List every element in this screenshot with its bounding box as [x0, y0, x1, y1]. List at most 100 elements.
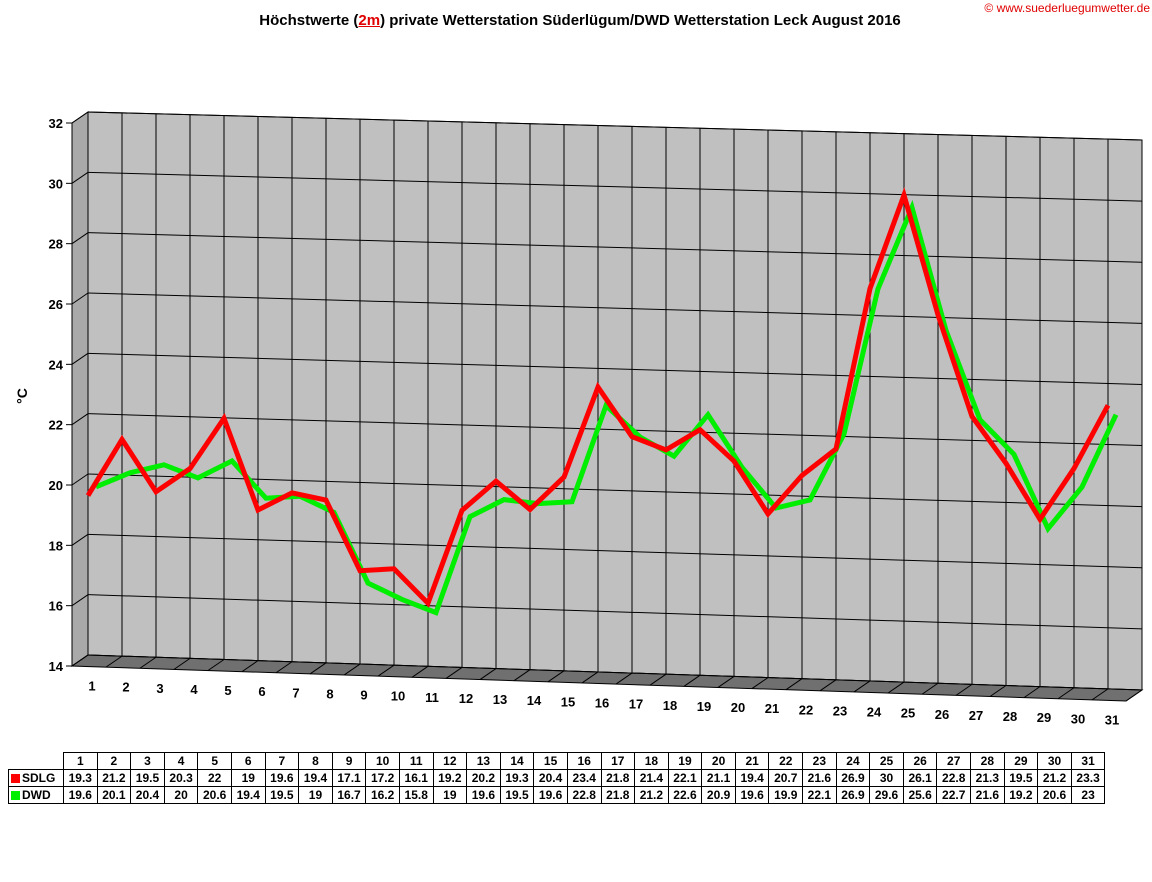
floor-line — [615, 672, 633, 685]
data-table: 1 2 3 4 5 6 7 8 9 10 11 12 13 14 15 16 17 18 19 20 21 22 23 24 2… — [8, 752, 1106, 804]
side-gridline — [71, 232, 89, 245]
table-cell: 30 — [869, 769, 904, 787]
table-cell: 25.6 — [902, 786, 938, 804]
table-cell: 19.4 — [298, 769, 333, 787]
copyright-link[interactable]: © www.suederluegumwetter.de — [984, 1, 1150, 15]
table-cell: 22.1 — [802, 786, 837, 804]
table-header-cell: 21 — [734, 752, 770, 770]
table-header-cell: 23 — [802, 752, 837, 770]
table-cell: 16.7 — [331, 786, 367, 804]
x-tick-label: 3 — [156, 681, 163, 696]
floor-line — [275, 661, 293, 674]
y-tick-label: 30 — [49, 176, 63, 191]
table-cell: 22 — [197, 769, 232, 787]
table-header-row: 1 2 3 4 5 6 7 8 9 10 11 12 13 14 15 16 17 18 19 20 21 22 23 24 2… — [9, 752, 1106, 770]
x-tick-label: 16 — [595, 696, 609, 711]
floor-line — [241, 660, 259, 673]
y-tick-label: 14 — [49, 659, 64, 674]
table-cell: 19.3 — [499, 769, 535, 787]
gridline-horizontal — [87, 232, 1143, 263]
y-tick-label: 16 — [49, 599, 63, 614]
x-tick-label: 21 — [765, 701, 779, 716]
table-corner — [9, 753, 64, 770]
floor-line — [479, 668, 497, 680]
side-gridline — [71, 473, 89, 486]
table-cell: 22.6 — [667, 786, 703, 804]
table-cell: 20.2 — [466, 769, 501, 787]
floor-line — [1091, 688, 1109, 701]
x-tick-label: 12 — [459, 691, 473, 706]
back-wall — [87, 111, 1143, 691]
table-cell: 22.8 — [936, 769, 972, 787]
table-cell: 21.6 — [802, 769, 837, 787]
x-tick-label: 26 — [935, 707, 949, 722]
gridline-horizontal — [87, 533, 1143, 569]
table-cell: 21.4 — [634, 769, 669, 787]
x-tick-label: 1 — [88, 679, 95, 694]
floor-line — [785, 678, 803, 691]
table-cell: 19.5 — [130, 769, 165, 787]
table-cell: 19.6 — [264, 769, 300, 787]
table-cell: 19.3 — [63, 769, 98, 787]
legend-swatch — [11, 774, 20, 783]
table-header-cell: 16 — [566, 752, 602, 770]
table-cell: 19.2 — [1003, 786, 1039, 804]
legend-entry-sdlg: SDLG — [8, 769, 64, 787]
left-wall — [71, 111, 89, 667]
side-gridline — [71, 594, 89, 607]
x-tick-label: 22 — [799, 702, 813, 717]
side-gridline — [71, 413, 89, 426]
table-cell: 20.7 — [768, 769, 804, 787]
floor-line — [309, 662, 327, 675]
x-tick-label: 17 — [629, 697, 643, 712]
x-tick-label: 27 — [969, 708, 983, 723]
table-cell: 16.1 — [398, 769, 434, 787]
legend-entry-dwd: DWD — [8, 786, 64, 804]
table-cell: 17.2 — [365, 769, 400, 787]
floor-line — [139, 656, 157, 669]
gridline-horizontal — [87, 171, 1143, 202]
table-cell: 22.8 — [566, 786, 602, 804]
table-cell: 17.1 — [331, 769, 367, 787]
table-cell: 22.7 — [936, 786, 972, 804]
x-tick-label: 19 — [697, 699, 711, 714]
table-cell: 26.9 — [835, 786, 871, 804]
y-tick-label: 22 — [49, 418, 63, 433]
legend-swatch — [11, 791, 20, 800]
x-tick-label: 9 — [360, 688, 367, 703]
chart-title: Höchstwerte (2m) private Wetterstation S… — [259, 12, 901, 29]
y-tick-label: 28 — [49, 237, 63, 252]
floor-line — [683, 674, 701, 687]
side-gridline — [71, 292, 89, 305]
floor-line — [717, 676, 735, 688]
floor-line — [751, 677, 769, 689]
table-cell: 19 — [230, 769, 266, 787]
table-cell: 19 — [432, 786, 468, 804]
table-header-cell: 24 — [835, 752, 871, 770]
table-cell: 19 — [298, 786, 333, 804]
table-header-cell: 13 — [466, 752, 501, 770]
table-cell: 20.1 — [96, 786, 132, 804]
floor-line — [1057, 687, 1075, 700]
table-header-cell: 4 — [163, 752, 199, 770]
table-cell: 19.9 — [768, 786, 804, 804]
x-tick-label: 5 — [224, 683, 231, 698]
floor-line — [921, 682, 939, 695]
x-tick-label: 20 — [731, 700, 745, 715]
floor-line — [513, 669, 531, 682]
floor-line — [411, 665, 429, 678]
floor-line — [989, 685, 1007, 697]
table-cell: 19.5 — [264, 786, 300, 804]
table-cell: 20.6 — [197, 786, 232, 804]
legend-label: DWD — [22, 788, 51, 802]
table-cell: 20 — [163, 786, 199, 804]
table-cell: 21.2 — [1037, 769, 1072, 787]
x-tick-label: 25 — [901, 706, 915, 721]
table-cell: 19.5 — [1003, 769, 1039, 787]
table-cell: 23 — [1070, 786, 1106, 804]
series-line-dwd — [95, 199, 1119, 616]
table-header-cell: 31 — [1070, 752, 1106, 770]
floor-line — [581, 671, 599, 684]
y-tick-label: 20 — [49, 478, 63, 493]
